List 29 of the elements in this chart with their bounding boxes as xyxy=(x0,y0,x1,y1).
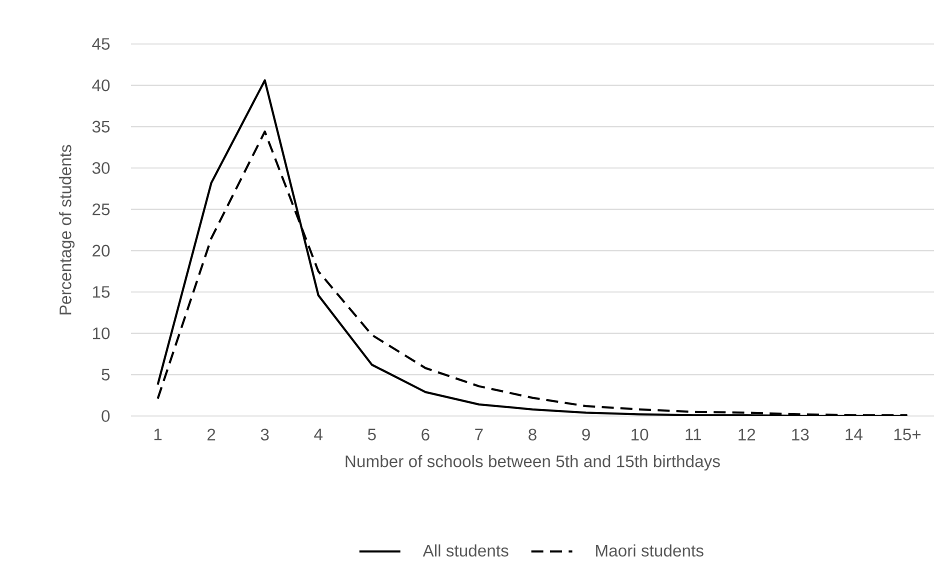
x-tick-label: 14 xyxy=(846,428,862,440)
x-tick-label: 3 xyxy=(260,428,269,441)
y-tick-label: 0 xyxy=(102,410,110,422)
x-tick-label: 13 xyxy=(792,428,809,441)
y-tick-label: 5 xyxy=(102,368,110,380)
x-tick-label: 5 xyxy=(368,428,376,440)
y-tick-label: 25 xyxy=(92,203,110,216)
x-tick-label: 9 xyxy=(582,428,590,441)
y-axis-title: Percentage of students xyxy=(59,144,75,314)
x-tick-label: 4 xyxy=(314,428,323,440)
x-axis-title: Number of schools between 5th and 15th birthdays xyxy=(346,454,720,471)
y-tick-label: 10 xyxy=(93,327,110,340)
y-tick-label: 45 xyxy=(92,38,110,50)
y-tick-label: 30 xyxy=(92,162,110,174)
x-tick-label: 7 xyxy=(475,428,483,440)
y-tick-label: 20 xyxy=(92,244,110,257)
y-tick-label: 15 xyxy=(93,286,110,298)
legend-label: All students xyxy=(422,544,508,557)
x-tick-label: 1 xyxy=(154,428,162,440)
legend-label: Maori students xyxy=(596,544,704,557)
y-tick-label: 35 xyxy=(92,120,110,133)
x-tick-label: 8 xyxy=(528,428,536,441)
y-tick-label: 40 xyxy=(92,79,110,92)
x-tick-label: 15+ xyxy=(894,428,921,440)
x-tick-label: 11 xyxy=(686,428,701,440)
x-tick-label: 2 xyxy=(208,428,216,440)
x-tick-label: 6 xyxy=(422,428,430,441)
x-tick-label: 10 xyxy=(632,428,648,441)
x-tick-label: 12 xyxy=(738,428,756,440)
